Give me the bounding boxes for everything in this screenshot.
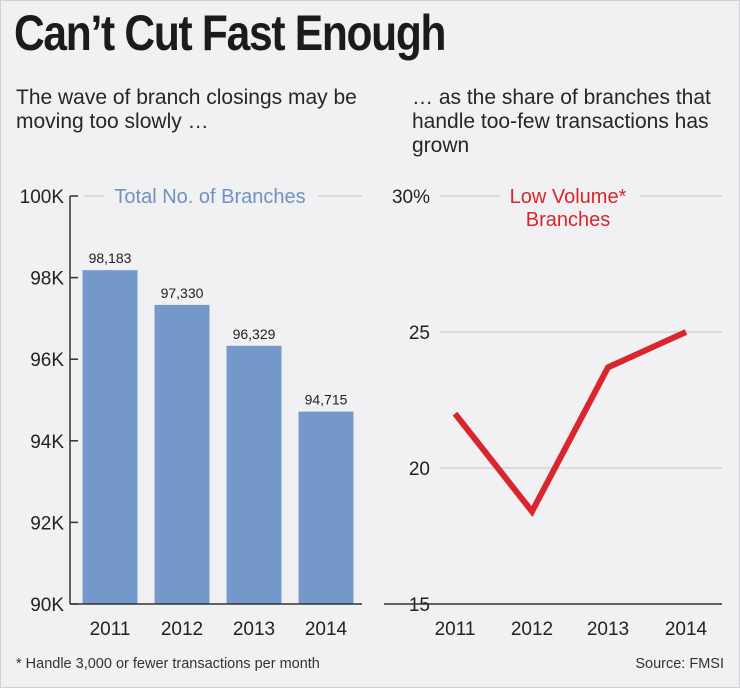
- right-subtitle: … as the share of branches that handle t…: [412, 86, 711, 157]
- bar: [298, 411, 354, 604]
- bar-x-tick-label: 2013: [233, 619, 275, 640]
- line-legend-label-1: Low Volume*: [510, 186, 627, 208]
- line-legend-label-2: Branches: [526, 209, 611, 231]
- line-y-tick-label: 25: [409, 323, 430, 344]
- line-x-tick-label: 2011: [435, 619, 476, 640]
- line-series: [452, 329, 688, 518]
- bar-y-tick-label: 96K: [30, 350, 64, 371]
- left-subtitle: The wave of branch closings may be movin…: [16, 86, 357, 133]
- bar: [82, 270, 138, 604]
- line-x-tick-label: 2013: [587, 619, 629, 640]
- bar-x-tick-label: 2012: [161, 619, 203, 640]
- footnote: * Handle 3,000 or fewer transactions per…: [16, 656, 320, 672]
- bar-legend-label: Total No. of Branches: [114, 186, 305, 208]
- bar-y-tick-label: 100K: [20, 187, 65, 208]
- line-y-tick-label: 15: [409, 595, 430, 616]
- bar-y-tick-label: 94K: [30, 432, 64, 453]
- bar: [154, 304, 210, 604]
- source-note: Source: FMSI: [635, 656, 724, 672]
- bar-data-label: 96,329: [233, 326, 276, 342]
- bar-data-label: 98,183: [89, 250, 132, 266]
- line-x-tick-label: 2014: [665, 619, 708, 640]
- chart-title: Can’t Cut Fast Enough: [14, 5, 447, 61]
- bar-y-tick-label: 90K: [30, 595, 64, 616]
- line-y-tick-label: 20: [409, 459, 430, 480]
- bar-y-tick-label: 92K: [30, 513, 64, 534]
- bar-y-tick-label: 98K: [30, 269, 64, 290]
- bar: [226, 345, 282, 604]
- line-y-tick-label: 30%: [392, 187, 430, 208]
- bar-x-tick-label: 2011: [90, 619, 131, 640]
- bar-data-label: 97,330: [161, 285, 204, 301]
- bar-x-tick-label: 2014: [305, 619, 348, 640]
- bar-data-label: 94,715: [305, 392, 348, 408]
- line-x-tick-label: 2012: [511, 619, 553, 640]
